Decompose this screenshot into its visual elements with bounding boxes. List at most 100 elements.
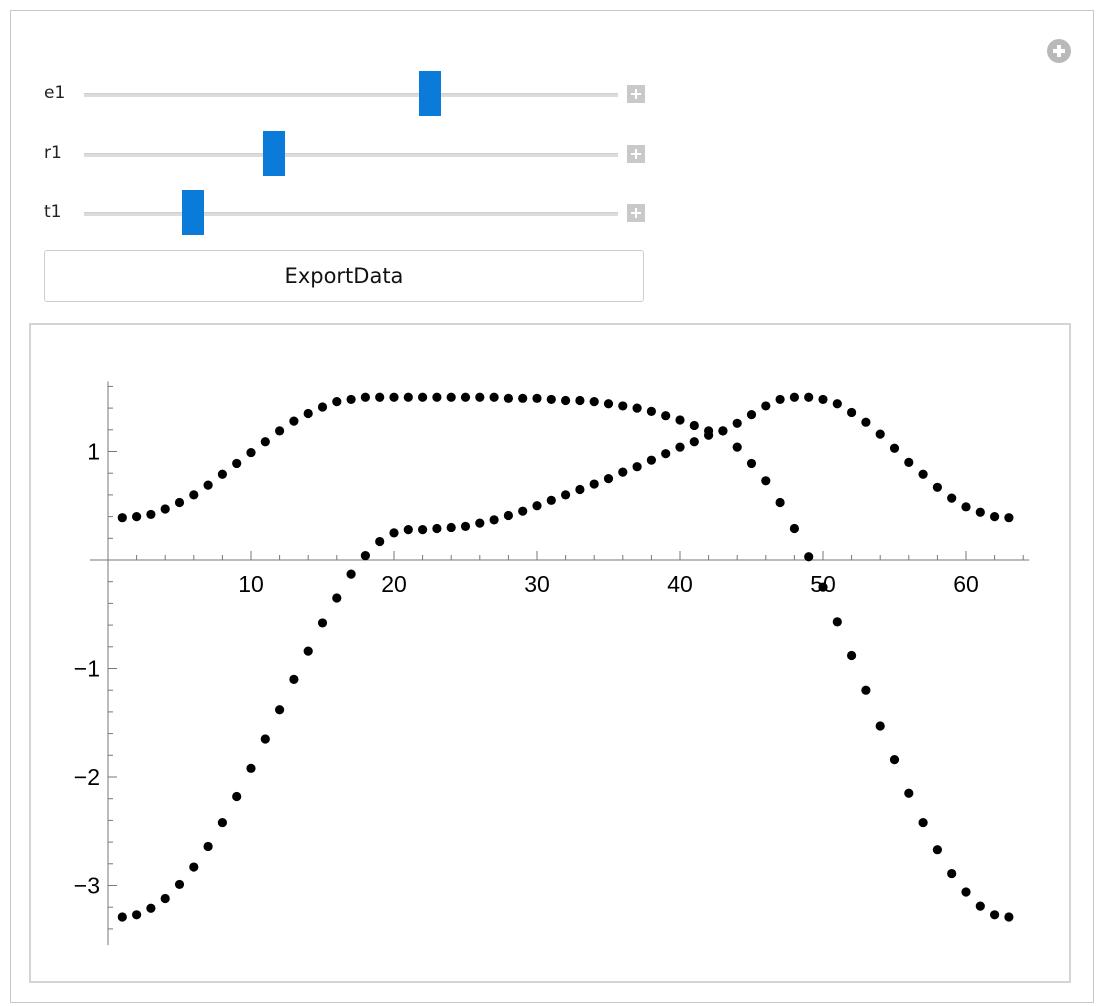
- series-1-point: [546, 394, 556, 405]
- series-1-point: [761, 401, 771, 411]
- series-1-point: [432, 392, 442, 402]
- series-1-point: [489, 392, 499, 402]
- series-2-point: [332, 593, 342, 603]
- series-1-point: [275, 426, 285, 436]
- series-1-point: [904, 457, 914, 467]
- slider-label-r1: r1: [44, 143, 62, 163]
- slider-thumb-t1[interactable]: [181, 190, 204, 235]
- series-2-point: [360, 551, 370, 561]
- series-1-point: [575, 395, 585, 406]
- series-1-point: [847, 407, 857, 418]
- y-tick-label: −2: [74, 764, 100, 790]
- series-2-point: [432, 523, 442, 534]
- x-tick-label: 60: [953, 571, 979, 597]
- series-1-point: [174, 497, 185, 508]
- series-1-point: [332, 396, 342, 407]
- series-1-point: [317, 402, 328, 412]
- series-1-point: [789, 392, 800, 402]
- series-2-point: [160, 893, 170, 904]
- export-data-button[interactable]: ExportData: [44, 250, 644, 302]
- series-1-point: [732, 418, 742, 428]
- series-2-point: [132, 910, 142, 920]
- series-1-point: [661, 411, 671, 421]
- x-tick-label: 20: [381, 571, 407, 597]
- series-1-point: [389, 392, 399, 402]
- series-1-point: [689, 420, 699, 431]
- series-1-point: [746, 410, 757, 420]
- series-2-point: [947, 868, 957, 879]
- series-2-point: [403, 525, 413, 535]
- series-1-point: [775, 394, 785, 405]
- series-2-point: [775, 497, 785, 508]
- x-tick-label: 10: [238, 571, 264, 597]
- slider-expand-t1-icon[interactable]: [627, 204, 645, 222]
- series-2-point: [804, 552, 814, 562]
- series-2-point: [746, 458, 757, 469]
- series-1-point: [146, 509, 156, 520]
- plot-frame: [29, 323, 1071, 983]
- series-1-point: [561, 395, 571, 406]
- slider-label-e1: e1: [44, 83, 66, 103]
- series-2-point: [503, 510, 513, 521]
- series-1-point: [475, 392, 485, 402]
- series-2-point: [603, 474, 614, 484]
- slider-thumb-r1[interactable]: [262, 131, 285, 176]
- series-2-point: [317, 618, 328, 628]
- series-2-point: [575, 484, 585, 495]
- slider-expand-e1-icon[interactable]: [627, 85, 645, 103]
- series-1-point: [861, 417, 871, 427]
- slider-label-t1: t1: [44, 202, 62, 222]
- series-2-point: [303, 646, 313, 656]
- slider-thumb-e1[interactable]: [419, 71, 442, 116]
- series-2-point: [260, 734, 270, 744]
- series-2-point: [460, 521, 471, 531]
- series-2-point: [532, 501, 542, 511]
- series-1-point: [518, 393, 528, 403]
- series-2-point: [117, 912, 127, 922]
- series-2-point: [975, 901, 985, 911]
- slider-t1[interactable]: t1: [44, 190, 654, 236]
- series-2-point: [489, 515, 499, 525]
- slider-track-r1[interactable]: [84, 153, 618, 157]
- series-1-point: [632, 403, 642, 413]
- series-2-point: [518, 506, 528, 516]
- options-plus-icon[interactable]: [1047, 39, 1071, 63]
- series-1-point: [246, 447, 256, 458]
- series-1-point: [446, 392, 456, 402]
- x-tick-label: 40: [667, 571, 693, 597]
- series-2-point: [904, 788, 914, 798]
- series-1-point: [1004, 513, 1014, 523]
- slider-track-t1[interactable]: [84, 212, 618, 216]
- slider-expand-r1-icon[interactable]: [627, 145, 645, 163]
- series-1-point: [932, 482, 943, 492]
- series-2-point: [961, 887, 971, 897]
- series-1-point: [832, 399, 842, 409]
- series-2-point: [832, 617, 842, 627]
- series-2-point: [689, 437, 699, 447]
- series-1-point: [889, 443, 900, 453]
- series-2-point: [418, 525, 428, 535]
- series-2-point: [632, 462, 642, 472]
- series-1-point: [189, 490, 199, 500]
- slider-e1[interactable]: e1: [44, 71, 654, 117]
- series-2-point: [589, 479, 599, 489]
- series-2-point: [1004, 912, 1014, 922]
- series-2-point: [875, 721, 885, 731]
- series-2-point: [646, 455, 657, 465]
- series-2-point: [546, 495, 556, 505]
- series-1-point: [346, 394, 356, 405]
- series-2-point: [446, 522, 456, 533]
- slider-track-e1[interactable]: [84, 93, 618, 97]
- series-1-point: [203, 480, 213, 490]
- series-2-point: [675, 442, 685, 452]
- slider-r1[interactable]: r1: [44, 131, 654, 177]
- series-1-point: [675, 415, 685, 425]
- series-2-point: [661, 449, 671, 459]
- series-1-point: [618, 401, 628, 411]
- series-1-point: [804, 392, 814, 402]
- series-2-point: [475, 518, 485, 528]
- series-1-point: [603, 399, 614, 409]
- series-2-point: [990, 910, 1000, 920]
- series-1-point: [875, 429, 885, 439]
